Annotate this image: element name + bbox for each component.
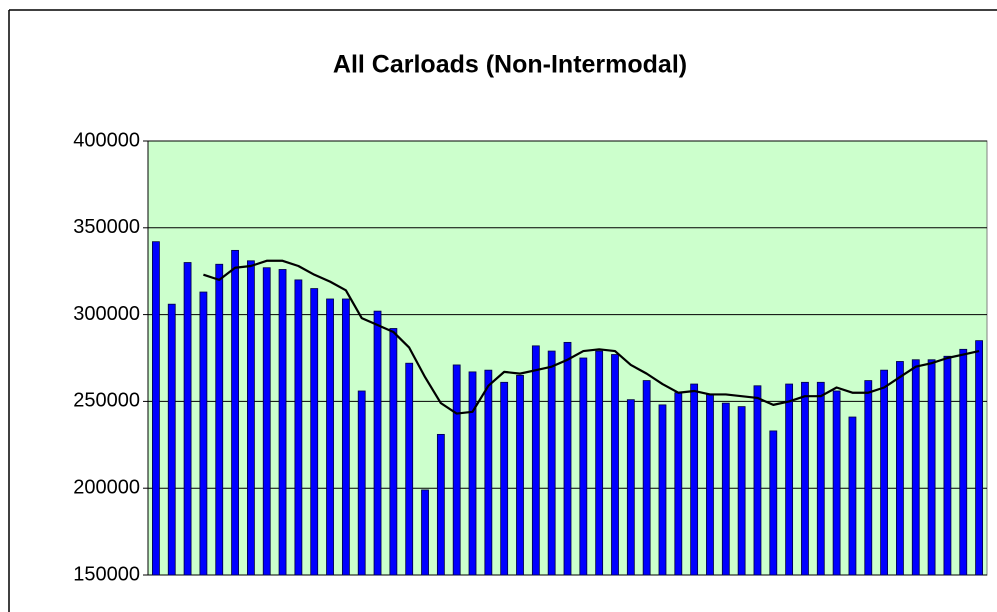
bar — [389, 328, 398, 576]
bar — [484, 369, 493, 576]
y-tick-label: 200000 — [73, 476, 140, 498]
bar — [405, 362, 414, 576]
bar — [563, 341, 572, 576]
y-tick-label: 350000 — [73, 216, 140, 238]
bar — [848, 416, 857, 576]
bar — [943, 355, 952, 576]
bar — [753, 385, 762, 576]
bar — [611, 354, 619, 576]
bar — [801, 381, 809, 576]
bar — [436, 433, 445, 576]
bar — [690, 383, 699, 576]
bar — [547, 350, 556, 576]
bar — [373, 310, 382, 576]
bar — [959, 348, 968, 576]
bar — [278, 269, 287, 576]
bar — [516, 374, 524, 576]
bar — [721, 402, 730, 576]
bar — [326, 298, 334, 576]
bar — [531, 345, 540, 576]
bar — [167, 303, 176, 576]
bar — [785, 383, 794, 576]
bar — [183, 262, 192, 576]
bar — [199, 291, 208, 576]
bar — [769, 430, 778, 576]
bar — [595, 350, 604, 576]
y-tick-label: 300000 — [73, 303, 140, 325]
moving-average-line — [203, 259, 980, 415]
bar — [658, 404, 667, 576]
bar — [294, 279, 303, 576]
bar — [262, 267, 271, 576]
bar — [832, 390, 841, 576]
bar — [500, 381, 509, 576]
bar — [864, 380, 873, 576]
y-tick-label: 400000 — [73, 129, 140, 151]
bar — [737, 406, 746, 576]
bar — [468, 371, 477, 576]
bar — [626, 399, 635, 576]
bar — [674, 392, 683, 576]
bar — [152, 241, 160, 576]
y-tick-label: 250000 — [73, 390, 140, 412]
bar — [231, 249, 239, 576]
bar — [421, 489, 429, 576]
bar — [896, 361, 904, 576]
bar — [975, 340, 983, 576]
bar — [642, 380, 651, 576]
bar — [911, 359, 920, 576]
bar — [579, 357, 588, 576]
bar — [357, 390, 366, 576]
bar — [880, 369, 889, 576]
bar — [927, 359, 936, 576]
chart-title: All Carloads (Non-Intermodal) — [333, 51, 687, 79]
bar — [706, 394, 714, 576]
bar — [310, 288, 319, 576]
bar — [341, 298, 350, 576]
bar — [452, 364, 461, 576]
y-tick-label: 150000 — [73, 563, 140, 585]
bar — [816, 381, 825, 576]
bar — [246, 260, 255, 576]
bar — [215, 263, 224, 576]
